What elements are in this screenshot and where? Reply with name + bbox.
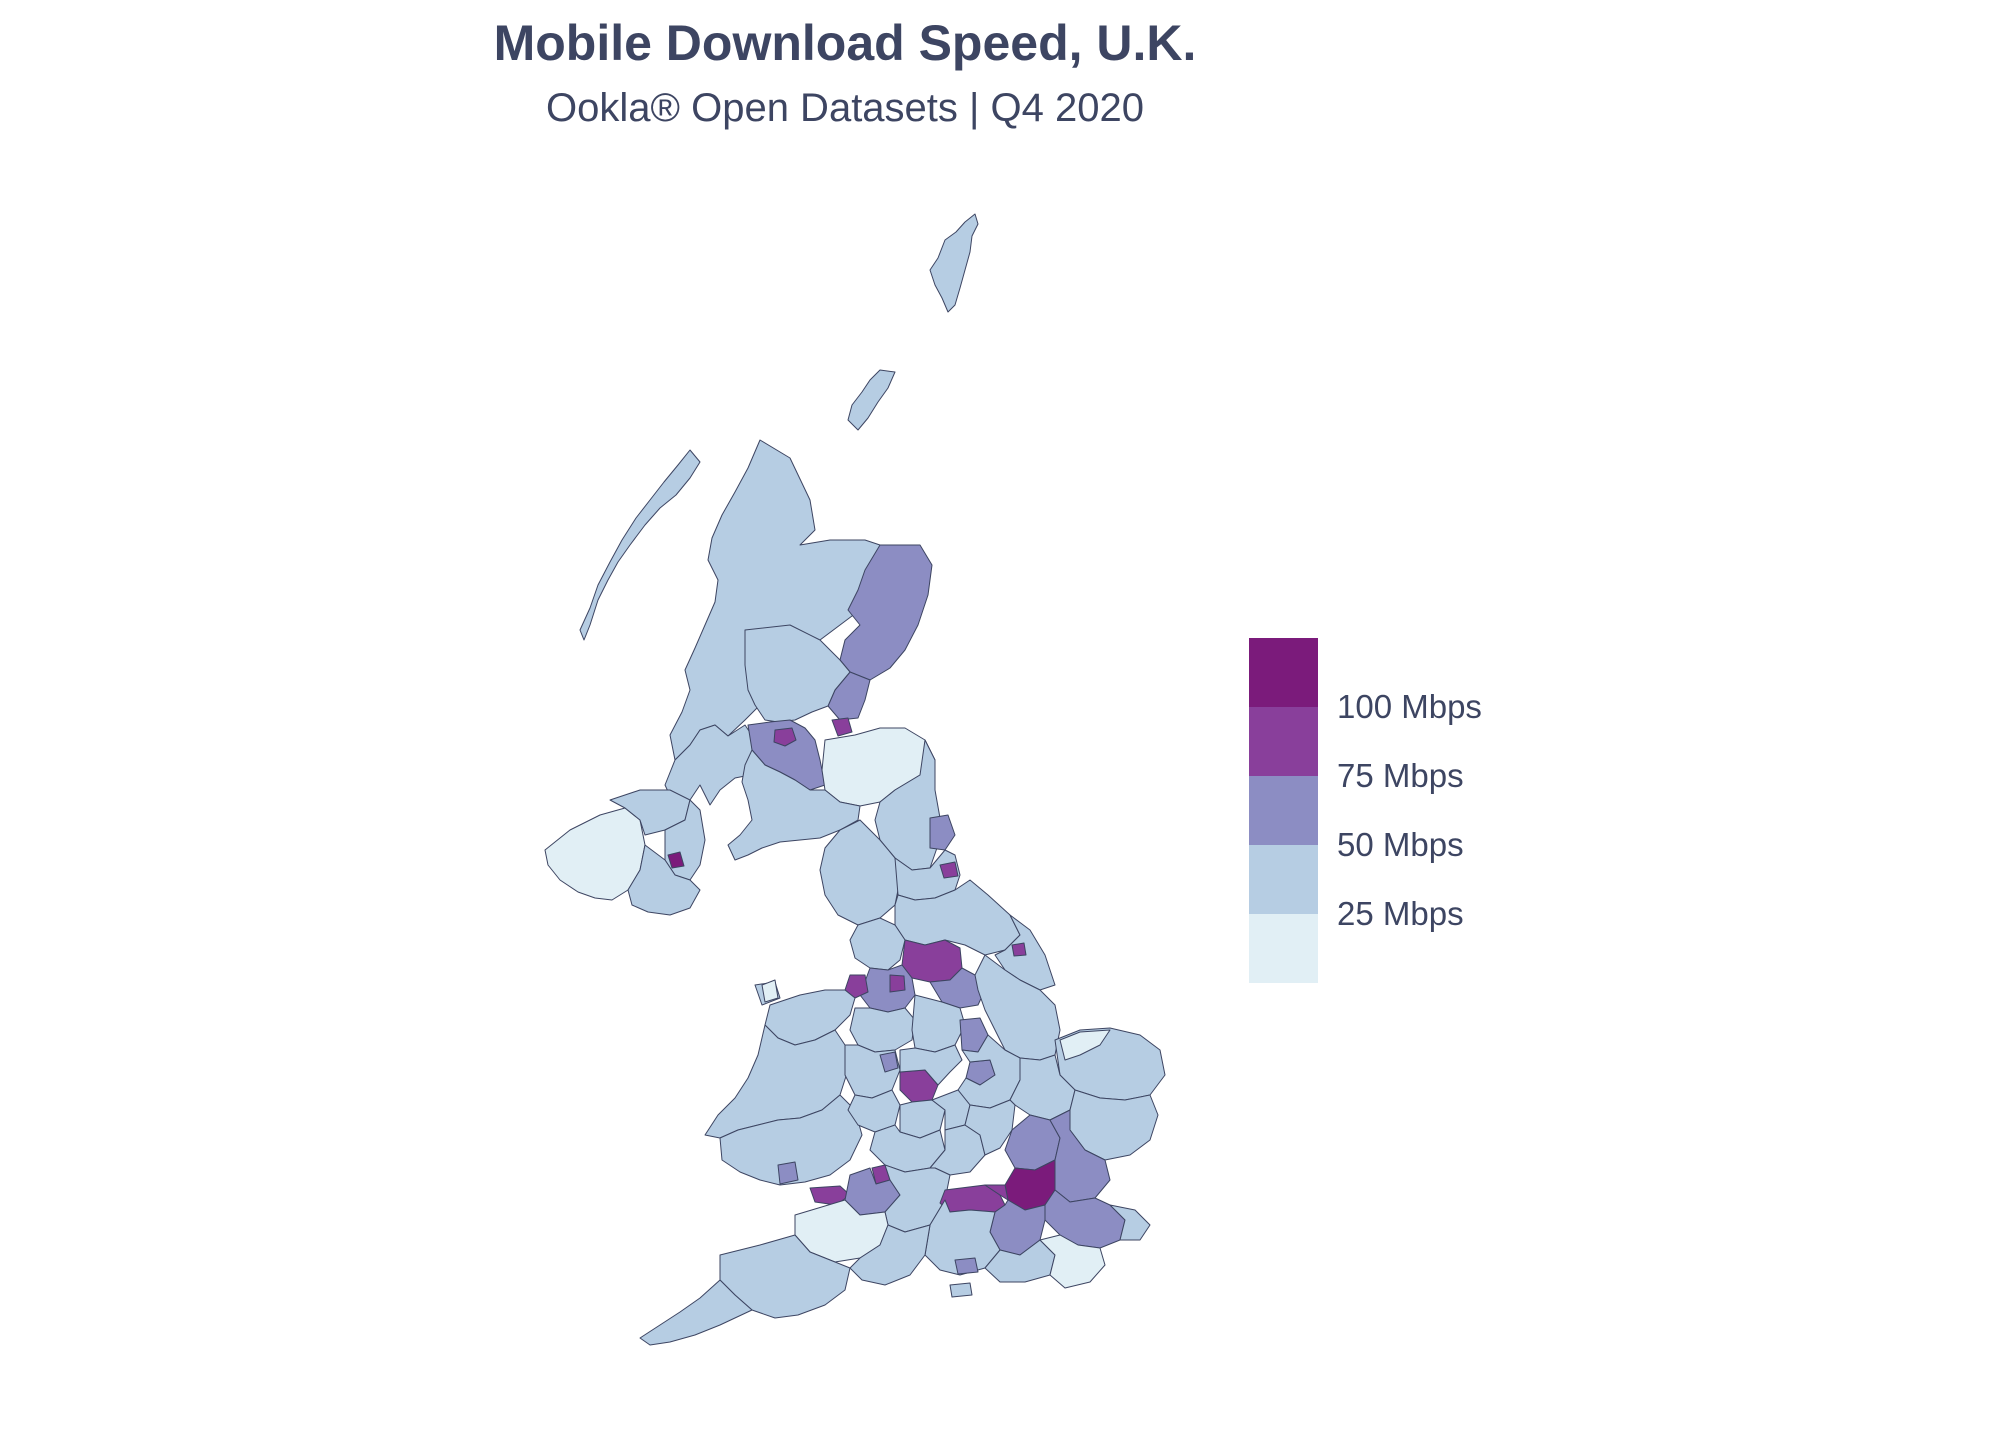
region-the-wash[interactable]: [1059, 1029, 1111, 1061]
region-cheshire[interactable]: [849, 1007, 916, 1053]
region-tyne-wear[interactable]: [929, 814, 956, 851]
region-hull[interactable]: [1011, 942, 1027, 957]
legend-label-50: 50 Mbps: [1337, 826, 1464, 863]
region-outer-hebrides[interactable]: [579, 449, 701, 641]
region-orkney[interactable]: [847, 369, 896, 431]
region-lancashire[interactable]: [849, 917, 906, 971]
region-stoke[interactable]: [879, 1051, 899, 1073]
region-swansea[interactable]: [777, 1161, 799, 1185]
region-ni-belfast[interactable]: [667, 851, 685, 869]
region-shetland[interactable]: [929, 213, 979, 313]
region-edinburgh[interactable]: [831, 717, 853, 737]
region-staffordshire[interactable]: [899, 1044, 963, 1086]
region-kent-east[interactable]: [1109, 1204, 1151, 1241]
region-middlesbrough[interactable]: [939, 861, 959, 879]
region-dorset[interactable]: [849, 1224, 931, 1286]
region-west-yorkshire[interactable]: [901, 939, 963, 983]
legend-label-75: 75 Mbps: [1337, 757, 1464, 794]
legend-swatch-0-25: [1249, 914, 1318, 983]
region-isle-of-wight[interactable]: [949, 1282, 973, 1298]
region-merseyside[interactable]: [844, 974, 869, 999]
region-cardiff[interactable]: [809, 1185, 851, 1206]
legend-swatch-25-50: [1249, 845, 1318, 914]
region-glasgow-city[interactable]: [773, 727, 797, 747]
legend-swatch-100-plus: [1249, 638, 1318, 707]
region-greater-manchester[interactable]: [859, 964, 916, 1013]
region-portsmouth-southampton[interactable]: [954, 1257, 979, 1275]
color-scale-bar: [1249, 638, 1318, 983]
region-dumfries-galloway[interactable]: [727, 749, 861, 861]
map-title: Mobile Download Speed, U.K.: [493, 15, 1197, 71]
map-subtitle: Ookla® Open Datasets | Q4 2020: [546, 86, 1144, 130]
region-perth-kinross[interactable]: [744, 624, 851, 723]
region-east-sussex[interactable]: [1039, 1234, 1106, 1289]
legend-swatch-75-100: [1249, 707, 1318, 776]
region-london-outer[interactable]: [984, 1184, 1009, 1201]
region-essex[interactable]: [1049, 1109, 1111, 1203]
region-cornwall[interactable]: [639, 1279, 753, 1346]
region-manchester-city[interactable]: [889, 974, 906, 993]
legend-swatch-50-75: [1249, 776, 1318, 845]
region-ni-down-armagh[interactable]: [627, 844, 701, 916]
legend-label-100: 100 Mbps: [1337, 688, 1482, 725]
legend-label-25: 25 Mbps: [1337, 895, 1464, 932]
region-wales-south[interactable]: [719, 1094, 863, 1186]
region-buckinghamshire[interactable]: [964, 1099, 1016, 1156]
region-isle-of-man[interactable]: [761, 979, 779, 1003]
region-hampshire[interactable]: [924, 1199, 1001, 1276]
